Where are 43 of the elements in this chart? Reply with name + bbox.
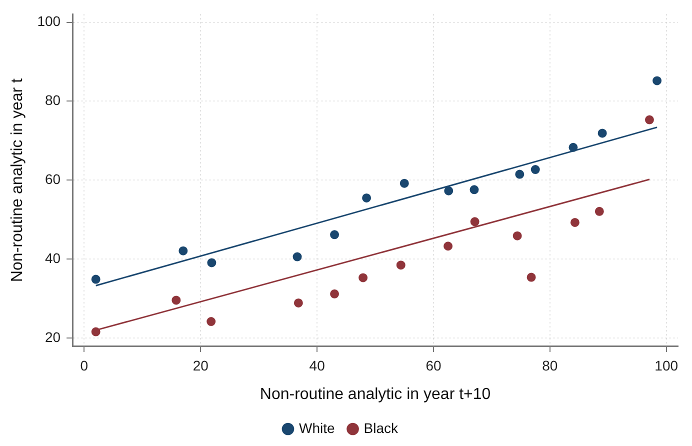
point [330, 289, 340, 298]
x-tick-label: 0 [80, 357, 88, 374]
point [652, 76, 662, 86]
point [570, 218, 580, 227]
x-tick-label: 80 [542, 357, 558, 374]
point [470, 185, 479, 194]
point [444, 186, 454, 196]
point [400, 178, 409, 188]
point [594, 206, 604, 216]
x-tick-label: 60 [426, 357, 442, 374]
point [178, 246, 188, 256]
point [206, 317, 216, 326]
y-tick-label: 100 [37, 13, 61, 30]
point [568, 142, 578, 152]
y-tick-label: 40 [44, 250, 61, 266]
point [330, 230, 340, 240]
point [362, 193, 372, 202]
point [358, 273, 368, 282]
point [470, 217, 480, 226]
legend-label: Black [364, 420, 400, 436]
x-axis-title: Non-routine analytic in year t+10 [260, 386, 491, 403]
point [598, 128, 607, 138]
legend-label: White [298, 420, 335, 436]
point [396, 260, 406, 270]
point [530, 165, 540, 174]
point [292, 252, 302, 262]
x-tick-label: 20 [192, 357, 209, 374]
y-axis-title: Non-routine analytic in year t [9, 78, 26, 282]
point [207, 258, 216, 268]
point [526, 272, 536, 282]
point [515, 170, 524, 179]
point [172, 296, 181, 305]
x-tick-label: 40 [309, 357, 326, 374]
point [91, 274, 100, 284]
point [91, 327, 100, 336]
y-tick-label: 20 [44, 328, 61, 345]
y-tick-label: 80 [44, 92, 61, 108]
point [644, 115, 654, 124]
point [294, 298, 303, 308]
point [444, 242, 453, 251]
y-tick-label: 60 [44, 171, 61, 188]
point [512, 231, 522, 240]
x-tick-label: 100 [654, 357, 678, 374]
